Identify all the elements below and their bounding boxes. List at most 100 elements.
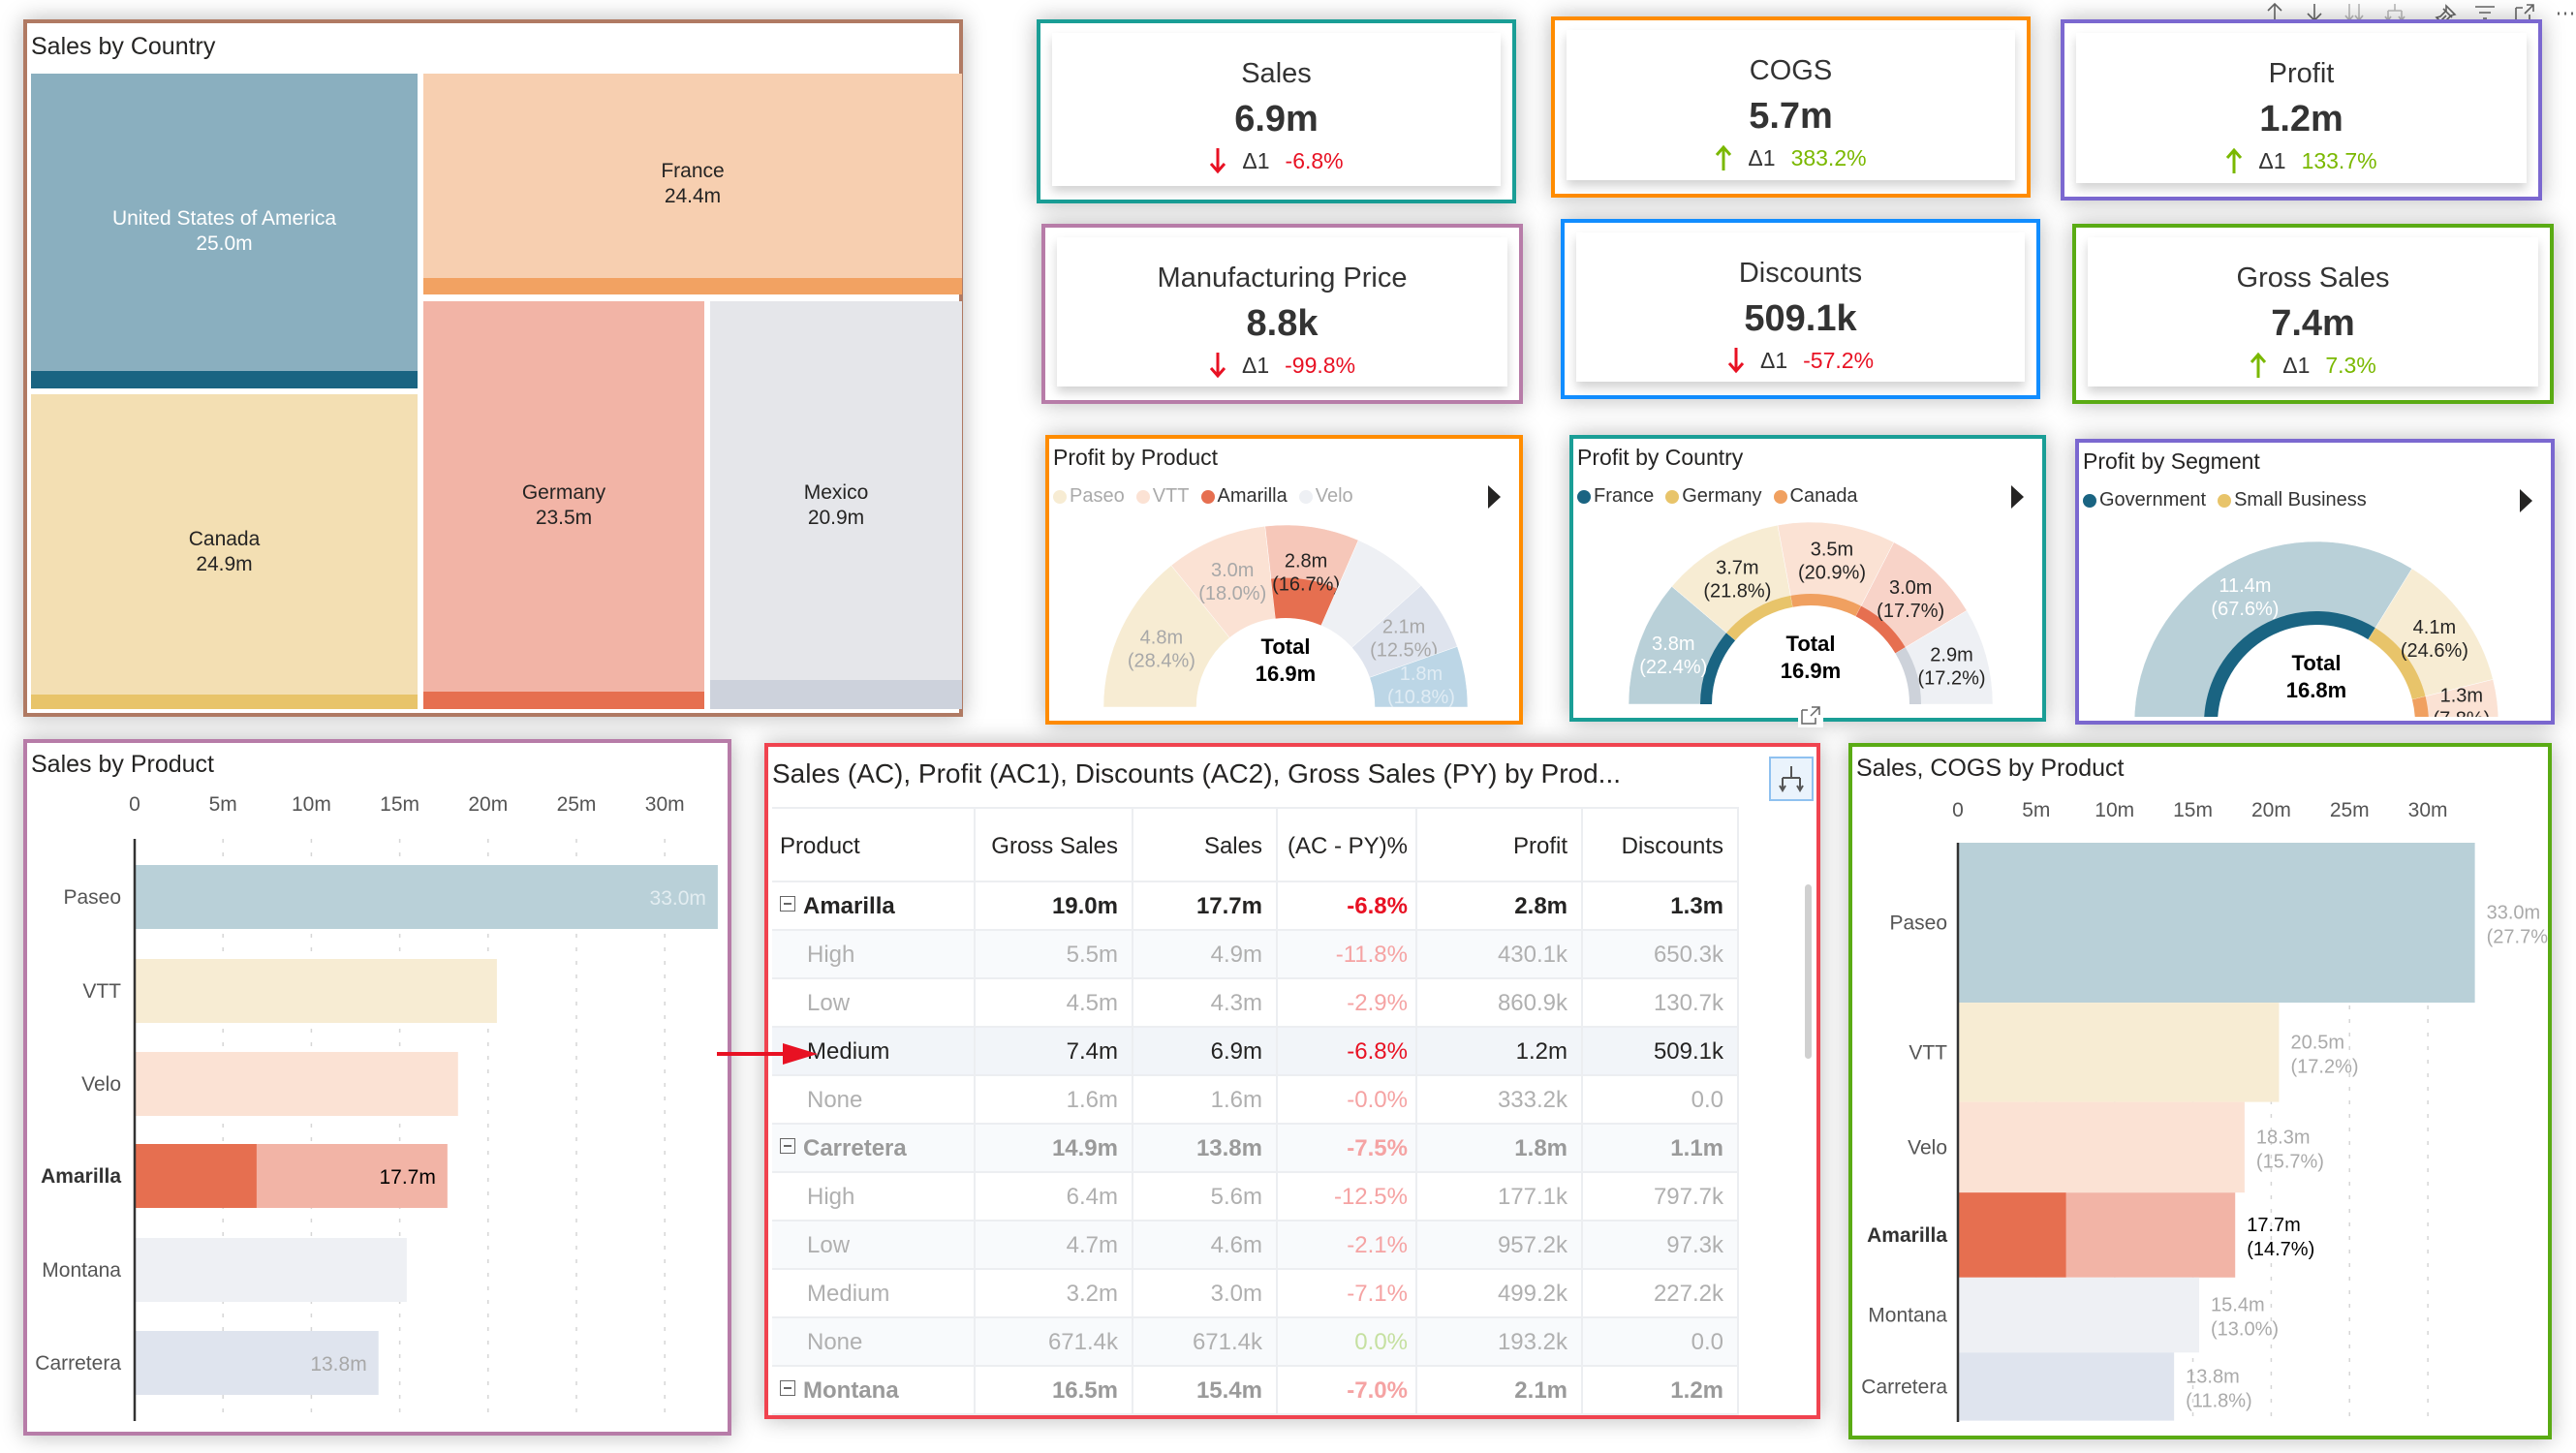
x-tick-label: 25m <box>2330 799 2370 821</box>
bar[interactable] <box>1958 843 2475 1004</box>
table-group-row[interactable]: Montana 16.5m 15.4m -7.0% 2.1m 1.2m <box>772 1367 1739 1415</box>
column-header[interactable]: Sales <box>1133 809 1278 884</box>
gauge-total-value: 16.8m <box>2286 678 2346 702</box>
column-header[interactable]: Product <box>772 809 976 884</box>
table-row[interactable]: Medium 3.2m 3.0m -7.1% 499.2k 227.2k <box>772 1270 1739 1318</box>
value-cell: 19.0m <box>976 882 1133 931</box>
value-cell: -2.1% <box>1278 1221 1417 1270</box>
gauge-profit-by-country[interactable]: Profit by Country France Germany Canada 3.8m… <box>1569 435 2046 727</box>
column-header[interactable]: Profit <box>1417 809 1583 884</box>
collapse-icon[interactable] <box>780 1138 795 1154</box>
legend-item[interactable]: Paseo <box>1053 485 1125 508</box>
column-header[interactable]: (AC - PY)% <box>1278 809 1417 884</box>
treemap-tile[interactable]: Canada 24.9m <box>31 394 418 709</box>
gauge-segment-ring <box>1700 633 1736 704</box>
column-header[interactable]: Gross Sales <box>976 809 1133 884</box>
treemap-tile[interactable]: Germany 23.5m <box>423 301 704 709</box>
data-label: 13.8m (11.8%) <box>2186 1366 2252 1411</box>
bar[interactable] <box>1958 1352 2175 1421</box>
table-row[interactable]: High 5.5m 4.9m -11.8% 430.1k 650.3k <box>772 931 1739 979</box>
arrow-up-icon[interactable] <box>2257 0 2292 25</box>
table-row[interactable]: None 1.6m 1.6m -0.0% 333.2k 0.0 <box>772 1076 1739 1125</box>
legend-next-arrow-icon[interactable] <box>2011 485 2024 509</box>
legend-label: France <box>1594 485 1655 507</box>
bar[interactable] <box>135 959 497 1023</box>
x-tick-label: 15m <box>2173 799 2213 821</box>
legend-item[interactable]: VTT <box>1135 485 1190 508</box>
table-row[interactable]: None 671.4k 671.4k 0.0% 193.2k 0.0 <box>772 1318 1739 1367</box>
kpi-card-manufacturing-price[interactable]: Manufacturing Price 8.8k Δ1 -99.8% <box>1041 224 1523 404</box>
table-row[interactable]: Low 4.7m 4.6m -2.1% 957.2k 97.3k <box>772 1221 1739 1270</box>
legend-dot-icon <box>2083 493 2096 508</box>
expand-hierarchy-icon <box>1779 766 1804 792</box>
gauge-segment[interactable] <box>1369 646 1469 708</box>
table-row[interactable]: High 6.4m 5.6m -12.5% 177.1k 797.7k <box>772 1173 1739 1221</box>
legend-item[interactable]: France <box>1577 485 1654 508</box>
sales-cogs-by-product-chart[interactable]: Sales, COGS by Product 0 5m 10m 15m 20m 25m 30… <box>1848 743 2552 1439</box>
expand-hierarchy-icon[interactable] <box>2377 0 2412 25</box>
legend-item[interactable]: Velo <box>1298 485 1353 508</box>
value-cell: -6.8% <box>1278 882 1417 931</box>
kpi-card-sales[interactable]: Sales 6.9m Δ1 -6.8% <box>1037 19 1516 203</box>
legend-item[interactable]: Government <box>2083 489 2206 511</box>
legend-item[interactable]: Amarilla <box>1200 485 1288 508</box>
sales-by-product-chart[interactable]: Sales by Product 0 5m 10m 15m 20m 25m 30m Paseo… <box>23 739 731 1436</box>
legend-item[interactable]: Small Business <box>2218 489 2367 511</box>
table-group-row[interactable]: Carretera 14.9m 13.8m -7.5% 1.8m 1.1m <box>772 1125 1739 1173</box>
focus-mode-icon[interactable] <box>1798 704 1823 727</box>
legend-label: Amarilla <box>1217 485 1288 507</box>
kpi-card-profit[interactable]: Profit 1.2m Δ1 133.7% <box>2061 19 2542 201</box>
kpi-card-cogs[interactable]: COGS 5.7m Δ1 383.2% <box>1551 16 2031 198</box>
legend-next-arrow-icon[interactable] <box>1488 485 1501 509</box>
filter-icon[interactable] <box>2467 0 2502 25</box>
chart-title: Profit by Country <box>1577 445 1744 470</box>
product-matrix-table[interactable]: Sales (AC), Profit (AC1), Discounts (AC2… <box>764 743 1820 1419</box>
value-cell: -7.0% <box>1278 1367 1417 1415</box>
kpi-card-body: Sales 6.9m Δ1 -6.8% <box>1052 33 1501 186</box>
treemap-tile[interactable]: France 24.4m <box>423 74 962 294</box>
bar[interactable] <box>1958 1101 2245 1193</box>
table-title: Sales (AC), Profit (AC1), Discounts (AC2… <box>772 758 1622 788</box>
product-name: Low <box>807 1232 851 1258</box>
bar[interactable] <box>135 865 718 929</box>
legend-next-arrow-icon[interactable] <box>2520 489 2532 512</box>
expand-all-button[interactable] <box>1769 757 1814 801</box>
double-arrow-down-icon[interactable] <box>2337 0 2372 25</box>
bar-highlight[interactable] <box>1958 1192 2066 1278</box>
bar[interactable] <box>1958 1277 2200 1353</box>
arrow-down-icon <box>1209 147 1226 174</box>
collapse-icon[interactable] <box>780 1380 795 1396</box>
table-row[interactable]: Low 4.5m 4.3m -2.9% 860.9k 130.7k <box>772 979 1739 1028</box>
x-tick-label: 0 <box>129 793 140 816</box>
kpi-card-discounts[interactable]: Discounts 509.1k Δ1 -57.2% <box>1561 219 2040 399</box>
treemap-tile[interactable]: United States of America 25.0m <box>31 74 418 388</box>
value-cell: 2.8m <box>1417 882 1583 931</box>
gauge-segment[interactable] <box>2411 679 2499 717</box>
table-group-row[interactable]: Amarilla 19.0m 17.7m -6.8% 2.8m 1.3m <box>772 882 1739 931</box>
value-cell: -6.8% <box>1278 1028 1417 1076</box>
sales-by-country-treemap[interactable]: Sales by Country United States of Americ… <box>23 19 963 717</box>
column-header[interactable]: Discounts <box>1583 809 1739 884</box>
treemap-tile[interactable]: Mexico 20.9m <box>710 301 962 709</box>
gauge-segment[interactable] <box>1895 609 1994 705</box>
legend: Government Small Business <box>2083 489 2367 511</box>
value-cell: 17.7m <box>1133 882 1278 931</box>
gauge-profit-by-product[interactable]: Profit by Product Paseo VTT Amarilla Velo 4.8… <box>1045 435 1523 725</box>
value-cell: 650.3k <box>1583 931 1739 979</box>
more-options-icon[interactable] <box>2548 0 2576 25</box>
bar-highlight[interactable] <box>135 1144 257 1208</box>
bar[interactable] <box>135 1331 379 1395</box>
legend-item[interactable]: Germany <box>1665 485 1762 508</box>
value-cell: 14.9m <box>976 1125 1133 1173</box>
product-name: High <box>807 1184 855 1210</box>
table-row[interactable]: Medium 7.4m 6.9m -6.8% 1.2m 509.1k <box>772 1028 1739 1076</box>
kpi-card-gross-sales[interactable]: Gross Sales 7.4m Δ1 7.3% <box>2072 224 2554 404</box>
kpi-title: Manufacturing Price <box>1157 263 1408 294</box>
legend-item[interactable]: Canada <box>1773 485 1858 508</box>
collapse-icon[interactable] <box>780 896 795 912</box>
bar[interactable] <box>135 1238 407 1302</box>
vertical-scrollbar[interactable] <box>1805 884 1812 1059</box>
gauge-profit-by-segment[interactable]: Profit by Segment Government Small Busines… <box>2075 439 2555 725</box>
bar[interactable] <box>1958 1003 2280 1102</box>
bar[interactable] <box>135 1052 458 1116</box>
